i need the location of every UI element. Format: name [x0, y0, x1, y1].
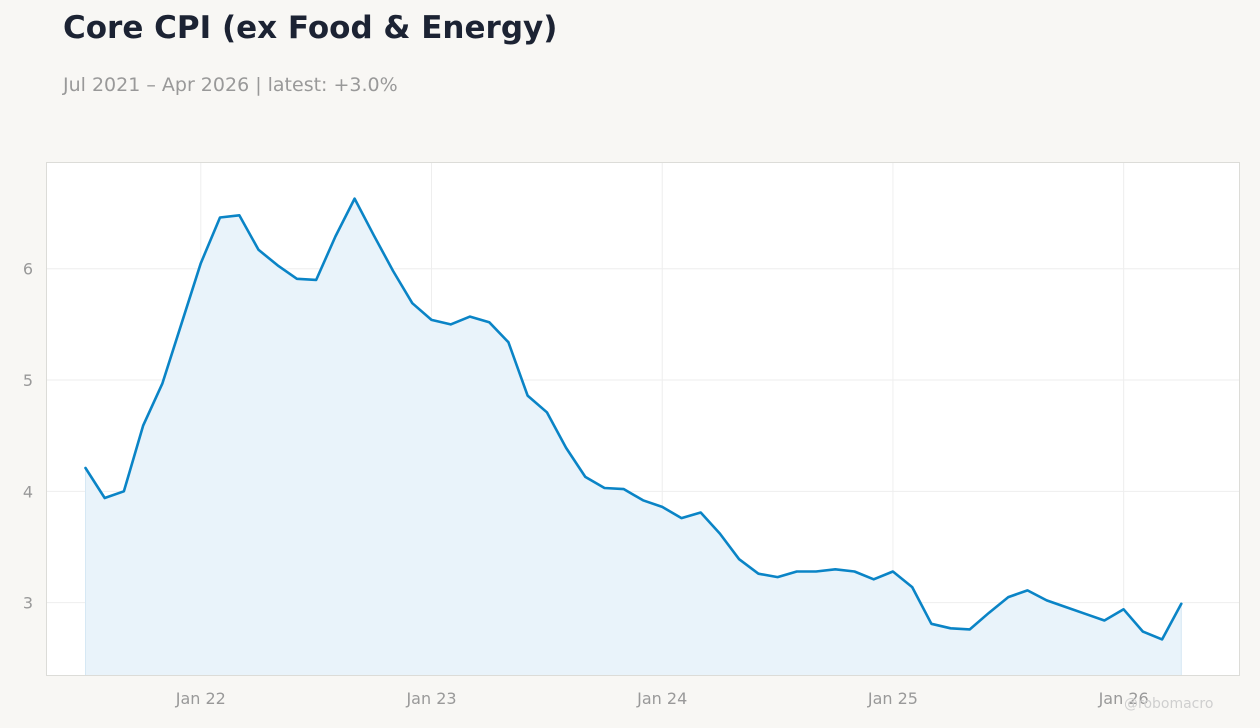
credit-watermark: @robomacro [1124, 696, 1214, 712]
data-point [236, 212, 242, 218]
x-tick-label: Jan 22 [175, 689, 226, 708]
series-line [84, 197, 1183, 641]
data-point [313, 277, 319, 283]
x-tick-label: Jan 26 [1098, 689, 1149, 708]
data-point [352, 196, 358, 202]
data-point [467, 314, 473, 320]
data-point [775, 574, 781, 580]
data-point [140, 423, 146, 429]
data-point [159, 380, 165, 386]
y-tick-label: 4 [23, 482, 33, 501]
data-point [1140, 629, 1146, 635]
data-point [640, 497, 646, 503]
data-point [1082, 611, 1088, 617]
x-tick-label: Jan 25 [867, 689, 918, 708]
data-point [448, 321, 454, 327]
x-tick-label: Jan 24 [636, 689, 687, 708]
data-point [679, 515, 685, 521]
data-point [928, 621, 934, 627]
y-tick-label: 5 [23, 371, 33, 390]
data-point [813, 569, 819, 575]
data-point [736, 556, 742, 562]
data-point [179, 320, 185, 326]
chart-title: Core CPI (ex Food & Energy) [63, 10, 558, 46]
data-point [755, 571, 761, 577]
data-point [256, 247, 262, 253]
data-point [1178, 601, 1184, 607]
data-point [1063, 604, 1069, 610]
data-point [1121, 606, 1127, 612]
data-point [582, 474, 588, 480]
y-axis-ticks: 3 4 5 6 [23, 260, 33, 613]
data-point [948, 625, 954, 631]
y-tick-label: 3 [23, 594, 33, 613]
data-point [832, 566, 838, 572]
data-point [659, 504, 665, 510]
chart-subtitle: Jul 2021 – Apr 2026 | latest: +3.0% [63, 74, 398, 96]
data-point [1044, 597, 1050, 603]
data-point [602, 485, 608, 491]
data-point [852, 569, 858, 575]
data-point [1025, 587, 1031, 593]
data-point [83, 465, 89, 471]
data-point [505, 339, 511, 345]
data-point [621, 486, 627, 492]
data-point [332, 234, 338, 240]
data-point [1005, 594, 1011, 600]
data-point [698, 510, 704, 516]
data-point [1101, 618, 1107, 624]
data-point [390, 268, 396, 274]
data-point [563, 445, 569, 451]
area-fill [85, 198, 1182, 675]
x-axis-ticks: Jan 22 Jan 23 Jan 24 Jan 25 Jan 26 [175, 689, 1149, 708]
data-point [717, 531, 723, 537]
data-point [371, 232, 377, 238]
data-point [544, 409, 550, 415]
data-point [909, 584, 915, 590]
data-point [275, 262, 281, 268]
data-point [1159, 636, 1165, 642]
area-left-edge [85, 468, 1182, 675]
data-point [871, 576, 877, 582]
data-point [967, 626, 973, 632]
data-point [890, 569, 896, 575]
data-point [429, 317, 435, 323]
data-point [294, 276, 300, 282]
data-point [794, 569, 800, 575]
data-point [121, 488, 127, 494]
x-tick-label: Jan 23 [405, 689, 456, 708]
data-point [986, 610, 992, 616]
data-point [486, 319, 492, 325]
y-tick-label: 6 [23, 260, 33, 279]
data-point [102, 495, 108, 501]
data-point [409, 300, 415, 306]
data-point [198, 260, 204, 266]
data-point [217, 215, 223, 221]
data-point [525, 393, 531, 399]
